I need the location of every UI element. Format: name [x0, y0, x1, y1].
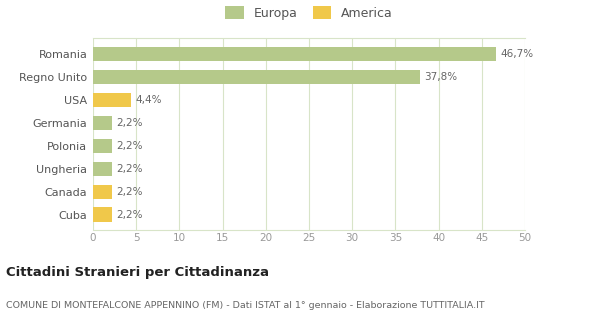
- Text: 2,2%: 2,2%: [116, 164, 143, 174]
- Bar: [93, 139, 112, 153]
- Bar: [93, 116, 112, 130]
- Bar: [93, 185, 112, 199]
- Text: 37,8%: 37,8%: [424, 72, 457, 82]
- Text: Cittadini Stranieri per Cittadinanza: Cittadini Stranieri per Cittadinanza: [6, 266, 269, 279]
- Text: 2,2%: 2,2%: [116, 210, 143, 220]
- Bar: [93, 47, 496, 61]
- Text: 46,7%: 46,7%: [501, 49, 534, 59]
- Bar: [93, 162, 112, 176]
- Legend: Europa, America: Europa, America: [221, 3, 397, 24]
- Text: 2,2%: 2,2%: [116, 118, 143, 128]
- Bar: [93, 70, 419, 84]
- Text: COMUNE DI MONTEFALCONE APPENNINO (FM) - Dati ISTAT al 1° gennaio - Elaborazione : COMUNE DI MONTEFALCONE APPENNINO (FM) - …: [6, 301, 485, 310]
- Bar: [93, 93, 131, 107]
- Text: 2,2%: 2,2%: [116, 141, 143, 151]
- Text: 4,4%: 4,4%: [136, 95, 162, 105]
- Text: 2,2%: 2,2%: [116, 187, 143, 197]
- Bar: [93, 207, 112, 222]
